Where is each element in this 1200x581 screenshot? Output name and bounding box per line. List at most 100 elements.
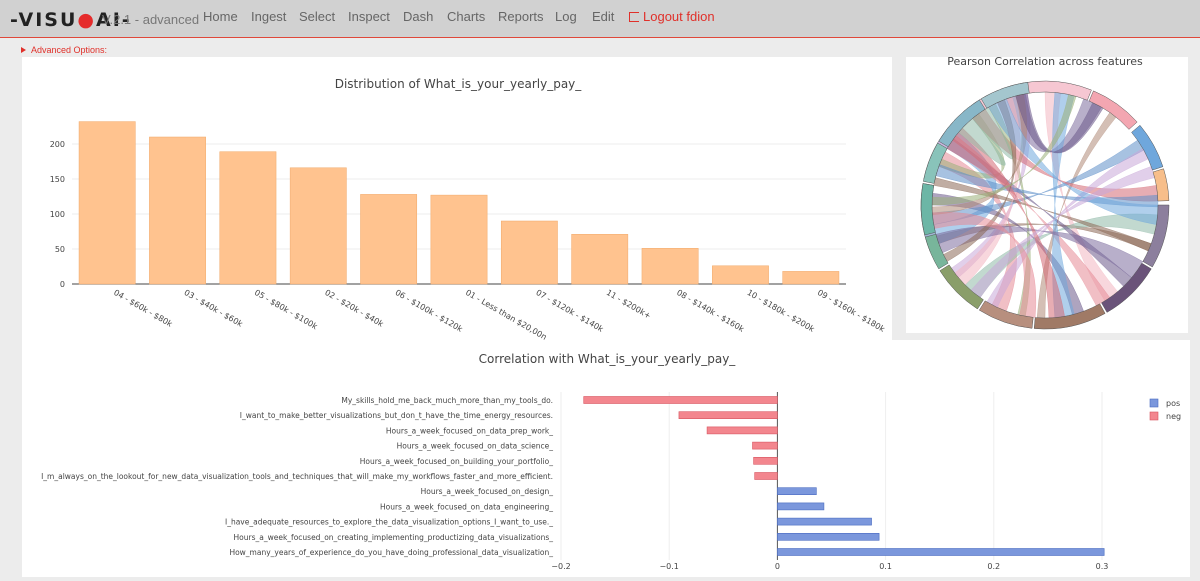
chord-arc[interactable] xyxy=(980,81,1030,109)
distribution-chart-panel: Distribution of What_is_your_yearly_pay_… xyxy=(22,57,892,342)
correlation-bar-neg[interactable] xyxy=(678,411,778,419)
distribution-chart-title: Distribution of What_is_your_yearly_pay_ xyxy=(335,77,583,91)
correlation-feature-label: I_m_always_on_the_lookout_for_new_data_v… xyxy=(41,472,553,481)
chord-ribbons xyxy=(931,91,1159,319)
correlation-bar-neg[interactable] xyxy=(754,472,778,480)
correlation-chart-title: Correlation with What_is_your_yearly_pay… xyxy=(479,352,737,366)
correlation-x-tick-label: 0 xyxy=(775,562,780,571)
distribution-bar[interactable] xyxy=(78,121,136,285)
chord-arc[interactable] xyxy=(1131,124,1164,171)
distribution-bar[interactable] xyxy=(219,151,277,285)
logout-icon xyxy=(629,12,639,22)
chord-arc[interactable] xyxy=(1101,262,1152,313)
chord-arc[interactable] xyxy=(924,233,949,270)
correlation-chart: Correlation with What_is_your_yearly_pay… xyxy=(41,352,1181,571)
distribution-bar[interactable] xyxy=(360,194,418,285)
nav-select[interactable]: Select xyxy=(299,9,336,24)
correlation-bar-pos[interactable] xyxy=(777,517,872,526)
correlation-x-tick-label: 0.1 xyxy=(879,562,892,571)
legend-pos-swatch[interactable] xyxy=(1149,398,1159,408)
chord-arc[interactable] xyxy=(1033,303,1106,330)
chord-arc[interactable] xyxy=(1152,168,1170,202)
chord-arc[interactable] xyxy=(939,264,984,310)
correlation-bar-neg[interactable] xyxy=(753,457,778,465)
nav-dash[interactable]: Dash xyxy=(403,9,434,24)
distribution-bar[interactable] xyxy=(782,271,840,285)
chord-arc[interactable] xyxy=(978,300,1034,329)
correlation-feature-label: Hours_a_week_focused_on_creating_impleme… xyxy=(234,533,554,542)
distribution-bar[interactable] xyxy=(571,234,629,285)
logout-label: Logout fdion xyxy=(643,9,715,24)
correlation-bar-neg[interactable] xyxy=(583,396,778,404)
correlation-x-tick-label: 0.2 xyxy=(987,562,1000,571)
correlation-feature-label: Hours_a_week_focused_on_data_engineering… xyxy=(380,502,553,511)
correlation-x-tick-label: −0.1 xyxy=(659,562,678,571)
correlation-bar-pos[interactable] xyxy=(777,548,1105,556)
nav-inspect[interactable]: Inspect xyxy=(348,9,390,24)
correlation-feature-label: Hours_a_week_focused_on_data_science_ xyxy=(397,442,554,451)
chord-chart: Pearson Correlation across features xyxy=(920,55,1170,330)
advanced-options-label: Advanced Options: xyxy=(31,45,108,55)
nav-edit[interactable]: Edit xyxy=(592,9,615,24)
distribution-x-tick-label: 03 - $40k - $60k xyxy=(183,288,245,329)
distribution-x-tick-label: 10 - $180k - $200k xyxy=(745,288,816,334)
distribution-bar[interactable] xyxy=(430,194,488,285)
correlation-bar-pos[interactable] xyxy=(777,533,880,541)
correlation-feature-label: I_want_to_make_better_visualizations_but… xyxy=(240,411,553,420)
nav-home[interactable]: Home xyxy=(203,9,238,24)
distribution-y-tick-label: 50 xyxy=(55,245,65,254)
correlation-feature-label: Hours_a_week_focused_on_design_ xyxy=(421,487,554,496)
legend: pos neg xyxy=(1149,398,1181,421)
legend-neg-label[interactable]: neg xyxy=(1166,412,1181,421)
legend-neg-swatch[interactable] xyxy=(1149,411,1159,421)
chord-arcs xyxy=(920,80,1170,330)
correlation-bar-neg[interactable] xyxy=(706,426,778,435)
nav-logout[interactable]: Logout fdion xyxy=(629,9,715,24)
distribution-bar[interactable] xyxy=(149,136,206,285)
chord-arc[interactable] xyxy=(922,142,948,184)
distribution-x-tick-label: 04 - $60k - $80k xyxy=(112,288,174,329)
correlation-feature-label: Hours_a_week_focused_on_data_prep_work_ xyxy=(386,426,553,435)
advanced-options-toggle[interactable]: Advanced Options: xyxy=(21,45,107,55)
chord-chart-title: Pearson Correlation across features xyxy=(947,57,1143,68)
distribution-bar[interactable] xyxy=(641,248,699,285)
chord-arc[interactable] xyxy=(938,99,986,148)
correlation-chart-panel: Correlation with What_is_your_yearly_pay… xyxy=(22,340,1190,577)
correlation-bar-neg[interactable] xyxy=(752,441,778,450)
correlation-bar-pos[interactable] xyxy=(777,487,817,495)
triangle-right-icon xyxy=(21,47,26,53)
distribution-y-tick-label: 100 xyxy=(50,210,65,219)
distribution-x-tick-label: 06 - $100k - $120k xyxy=(394,288,465,334)
legend-pos-label[interactable]: pos xyxy=(1166,399,1180,408)
distribution-x-tick-label: 05 - $80k - $100k xyxy=(253,288,319,331)
correlation-feature-label: How_many_years_of_experience_do_you_have… xyxy=(229,548,553,557)
correlation-bar-pos[interactable] xyxy=(777,502,825,511)
distribution-bar[interactable] xyxy=(500,220,558,285)
distribution-x-tick-label: 07 - $120k - $140k xyxy=(534,288,605,334)
version-label: V.2.1 - advanced xyxy=(102,12,200,27)
correlation-x-tick-label: −0.2 xyxy=(551,562,570,571)
distribution-bar[interactable] xyxy=(289,167,347,285)
nav-charts[interactable]: Charts xyxy=(447,9,486,24)
distribution-x-tick-label: 09 - $160k - $180k xyxy=(816,288,887,334)
nav-log[interactable]: Log xyxy=(555,9,577,24)
distribution-y-tick-label: 0 xyxy=(60,280,65,289)
top-navbar: -VISU●AI- V.2.1 - advanced Home Ingest S… xyxy=(0,0,1200,38)
distribution-x-tick-label: 08 - $140k - $160k xyxy=(675,288,746,334)
chord-arc[interactable] xyxy=(1088,90,1138,130)
correlation-x-tick-label: 0.3 xyxy=(1096,562,1109,571)
distribution-bar[interactable] xyxy=(712,265,769,285)
nav-ingest[interactable]: Ingest xyxy=(251,9,287,24)
nav-reports[interactable]: Reports xyxy=(498,9,544,24)
distribution-y-tick-label: 200 xyxy=(50,140,65,149)
distribution-y-tick-label: 150 xyxy=(50,175,65,184)
brand-logo[interactable]: -VISU●AI- xyxy=(10,9,132,31)
distribution-x-tick-label: 11 - $200k+ xyxy=(605,288,653,321)
distribution-chart: Distribution of What_is_your_yearly_pay_… xyxy=(50,77,887,342)
chord-arc[interactable] xyxy=(920,183,936,236)
correlation-feature-label: Hours_a_week_focused_on_building_your_po… xyxy=(360,457,554,466)
chord-arc[interactable] xyxy=(1142,204,1170,268)
correlation-feature-label: My_skills_hold_me_back_much_more_than_my… xyxy=(341,396,553,405)
correlation-feature-label: I_have_adequate_resources_to_explore_the… xyxy=(225,518,553,527)
chord-chart-panel: Pearson Correlation across features xyxy=(906,55,1188,333)
